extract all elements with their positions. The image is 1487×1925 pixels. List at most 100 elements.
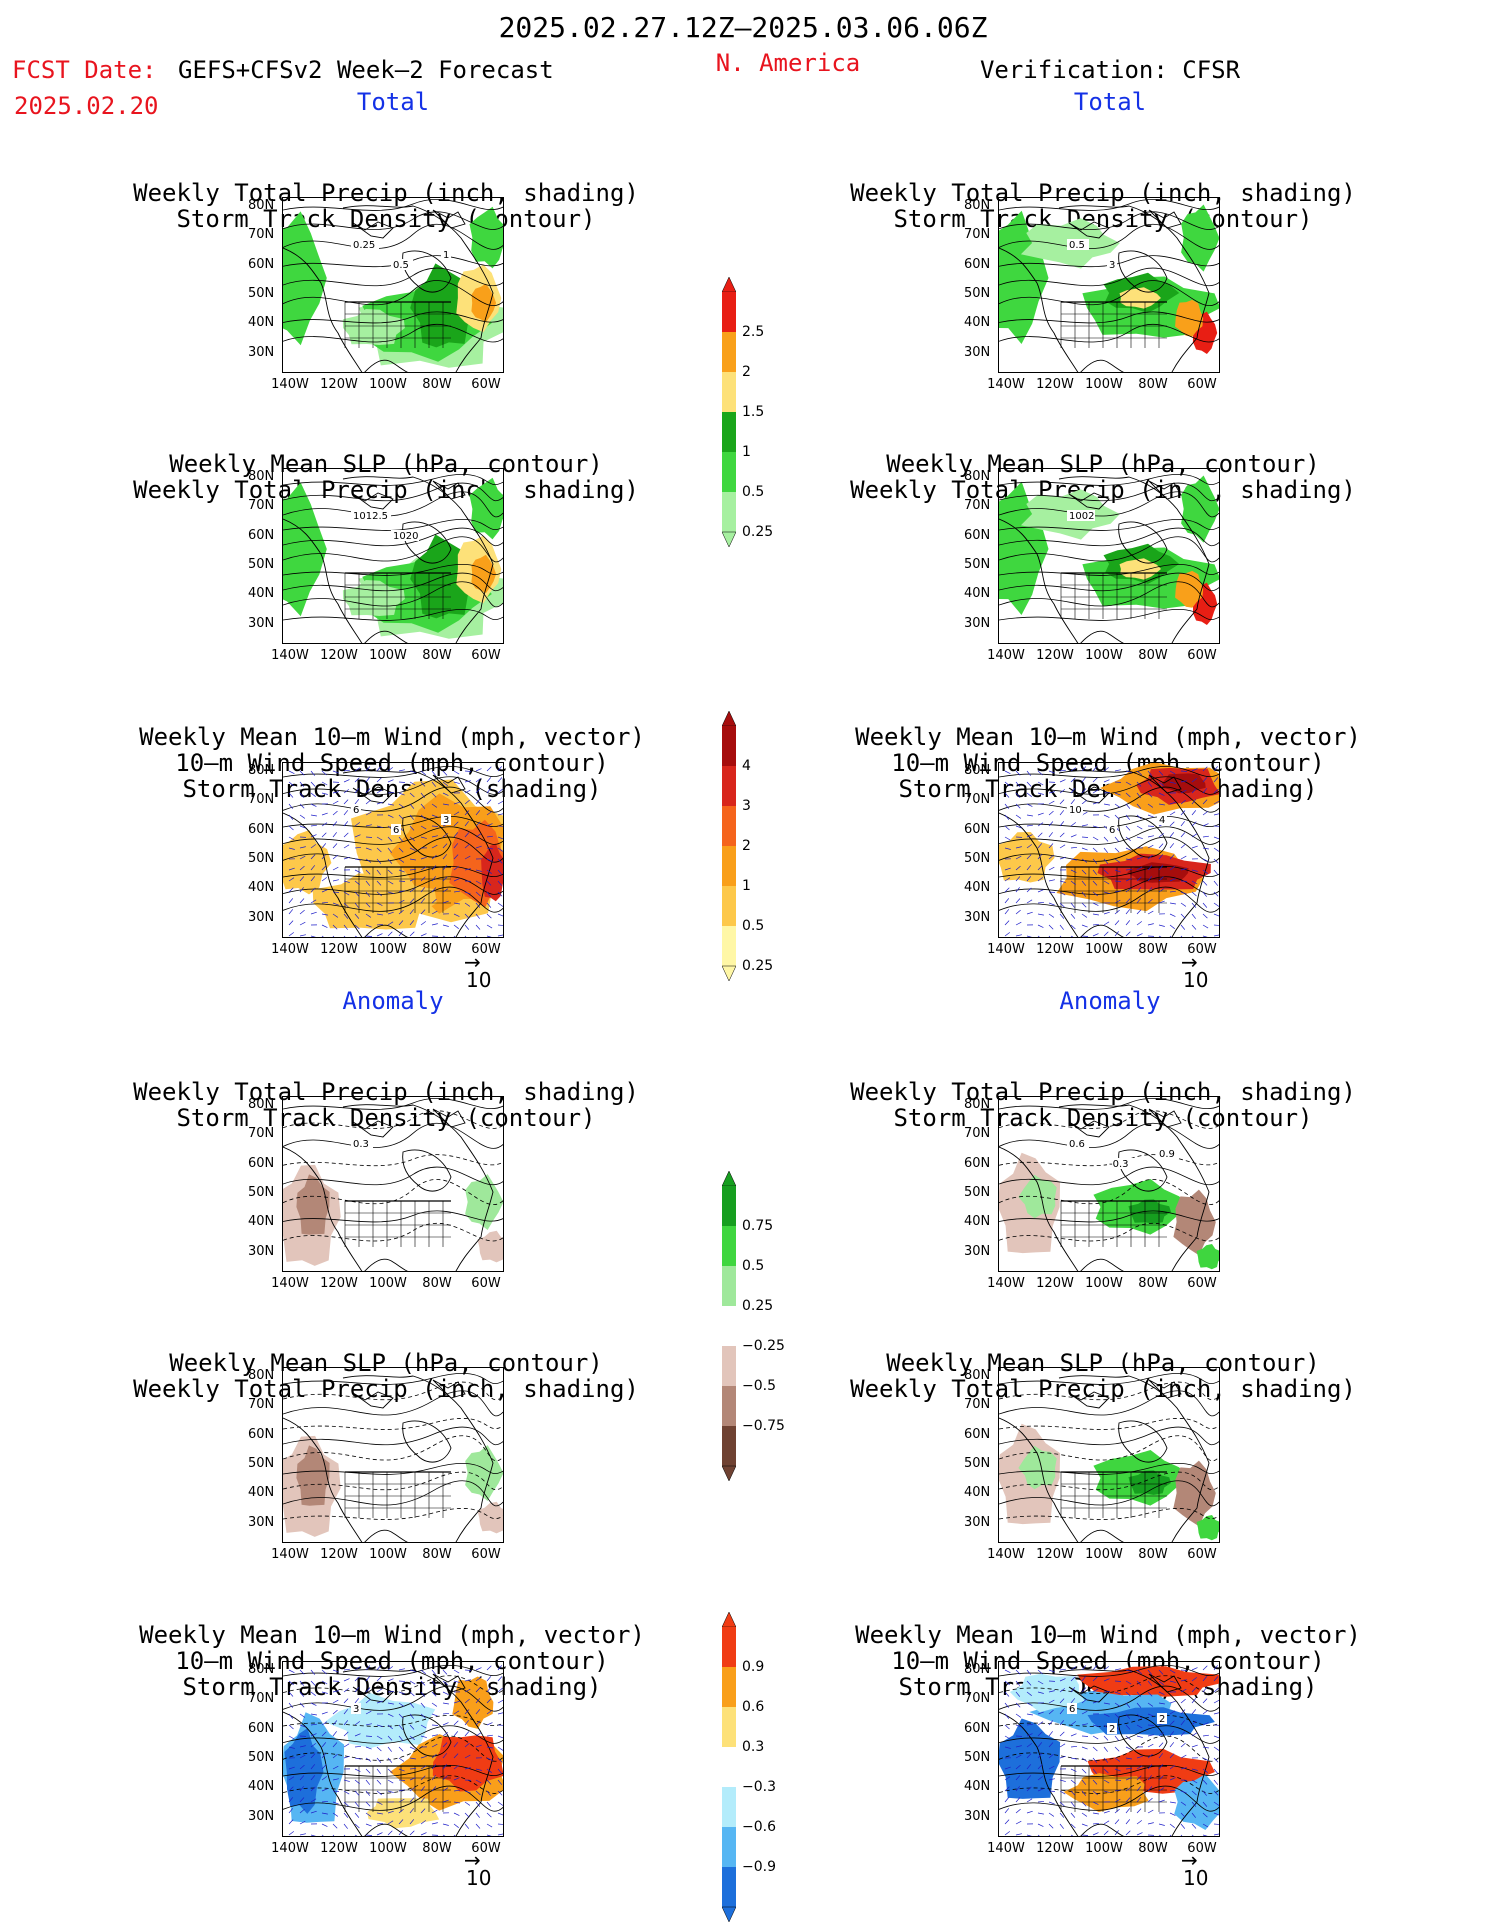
lat-label: 50N	[964, 1455, 991, 1471]
lat-label: 40N	[248, 1779, 275, 1795]
lat-label: 30N	[964, 909, 991, 925]
colorbar-precip-total: 2.5 2 1.5 1 0.5 0.25	[722, 277, 773, 547]
svg-text:0.25: 0.25	[353, 240, 375, 251]
colorbar-label: 0.6	[742, 1699, 765, 1715]
lat-label: 50N	[248, 1184, 275, 1200]
lat-label: 50N	[964, 285, 991, 301]
lat-label: 60N	[964, 527, 991, 543]
section-anomaly-left: Anomaly	[342, 987, 444, 1015]
colorbar-label: 0.3	[742, 1739, 765, 1755]
colorbar-label: −0.9	[742, 1859, 776, 1875]
lon-label: 120W	[1036, 1547, 1074, 1562]
map-canvas: 1012.5 1020	[283, 474, 503, 643]
lon-label: 80W	[422, 1547, 452, 1562]
lat-label: 30N	[248, 909, 275, 925]
svg-text:2: 2	[1159, 1714, 1165, 1725]
svg-text:6: 6	[1069, 1704, 1075, 1715]
map-canvas: 0.3	[283, 1098, 503, 1271]
lat-label: 60N	[248, 1720, 275, 1736]
lon-label: 140W	[987, 942, 1025, 957]
lon-label: 80W	[422, 648, 452, 663]
lon-label: 120W	[320, 1841, 358, 1856]
map-fc-precip-total: 0.25 0.5 1	[282, 197, 504, 373]
lat-label: 50N	[248, 1749, 275, 1765]
lat-label: 30N	[248, 615, 275, 631]
lon-label: 120W	[1036, 1841, 1074, 1856]
lat-label: 80N	[248, 763, 275, 778]
lat-label: 30N	[964, 344, 991, 360]
lon-label: 80W	[422, 1841, 452, 1856]
lon-label: 80W	[422, 942, 452, 957]
lon-label: 100W	[369, 648, 407, 663]
map-canvas: 10 6 4	[999, 763, 1219, 937]
map-canvas: 0.25 0.5 1	[283, 199, 503, 372]
map-canvas: 1002	[999, 474, 1219, 643]
title-fc-slp-anom: Weekly Mean SLP (hPa, contour) Weekly Tot…	[133, 1349, 639, 1403]
lat-label: 70N	[964, 792, 991, 808]
colorbar-label: 0.5	[742, 1258, 765, 1274]
lat-label: 70N	[248, 792, 275, 808]
lat-label: 60N	[964, 821, 991, 837]
period-title: 2025.02.27.12Z–2025.03.06.06Z	[498, 11, 988, 44]
map-ob-precip-total: 0.5 3	[998, 197, 1220, 373]
lat-label: 40N	[248, 1214, 275, 1230]
lon-label: 140W	[987, 648, 1025, 663]
lat-label: 80N	[964, 763, 991, 778]
lon-label: 100W	[1085, 942, 1123, 957]
colorbar-label: 0.75	[742, 1218, 774, 1234]
colorbar-label: 2	[742, 838, 751, 854]
lon-label: 60W	[1187, 942, 1217, 957]
lat-label: 80N	[248, 198, 275, 213]
lat-label: 80N	[248, 1662, 275, 1677]
lon-label: 140W	[271, 1841, 309, 1856]
lat-label: 30N	[964, 1514, 991, 1530]
colorbar-label: −0.25	[742, 1338, 785, 1354]
section-total-right: Total	[1073, 88, 1147, 116]
lon-label: 140W	[271, 648, 309, 663]
colorbar-label: −0.75	[742, 1418, 785, 1434]
lat-label: 80N	[964, 1662, 991, 1677]
lon-label: 140W	[987, 1276, 1025, 1291]
lon-label: 120W	[1036, 648, 1074, 663]
colorbar-storm-anom: 0.9 0.6 0.3 −0.3 −0.6 −0.9	[722, 1612, 776, 1922]
lon-label: 120W	[320, 1547, 358, 1562]
svg-text:3: 3	[443, 815, 449, 826]
svg-text:0.5: 0.5	[1069, 240, 1085, 251]
map-fc-precip-anom: 0.3	[282, 1096, 504, 1272]
svg-text:6: 6	[1109, 825, 1115, 836]
colorbar-label: −0.3	[742, 1779, 776, 1795]
lon-label: 100W	[1085, 1841, 1123, 1856]
lat-label: 60N	[248, 527, 275, 543]
lat-label: 50N	[248, 285, 275, 301]
lon-label: 120W	[1036, 1276, 1074, 1291]
svg-text:0.9: 0.9	[1159, 1149, 1175, 1160]
lon-label: 100W	[369, 942, 407, 957]
map-ob-wind-anom: 6 2 2	[998, 1661, 1220, 1837]
fcst-date-label: FCST Date:	[12, 56, 171, 84]
lon-label: 100W	[1085, 648, 1123, 663]
vector-ref-ob-anom: → 10	[1181, 1848, 1209, 1890]
lat-label: 80N	[248, 1097, 275, 1112]
colorbar-label: 4	[742, 758, 751, 774]
lat-label: 80N	[964, 198, 991, 213]
svg-text:1020: 1020	[393, 531, 418, 542]
lon-label: 80W	[1138, 942, 1168, 957]
lat-label: 40N	[964, 586, 991, 602]
lon-label: 80W	[1138, 377, 1168, 392]
verification-label: Verification: CFSR	[979, 56, 1241, 84]
lat-label: 60N	[248, 1155, 275, 1171]
lon-label: 60W	[471, 1841, 501, 1856]
lon-label: 100W	[369, 1547, 407, 1562]
lat-label: 70N	[964, 1397, 991, 1413]
lat-label: 50N	[248, 850, 275, 866]
lon-label: 100W	[1085, 1276, 1123, 1291]
map-fc-wind-anom: 3	[282, 1661, 504, 1837]
lat-label: 70N	[248, 1126, 275, 1142]
lon-label: 120W	[1036, 377, 1074, 392]
lat-label: 30N	[964, 1243, 991, 1259]
colorbar-precip-anom: 0.75 0.5 0.25 −0.25 −0.5 −0.75	[722, 1171, 785, 1481]
colorbar-label: 0.5	[742, 484, 765, 500]
lon-label: 100W	[369, 1841, 407, 1856]
lat-label: 40N	[964, 880, 991, 896]
lon-label: 60W	[471, 1547, 501, 1562]
